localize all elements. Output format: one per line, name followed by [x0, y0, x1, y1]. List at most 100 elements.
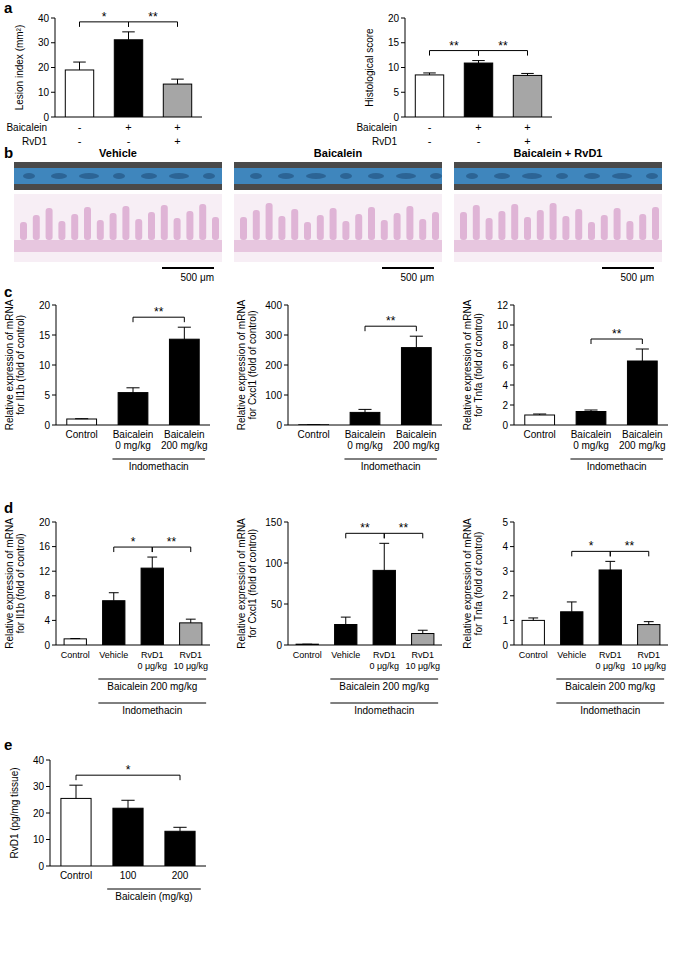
error-bar	[521, 73, 534, 75]
panel-label: e	[4, 736, 12, 753]
y-tick	[51, 67, 55, 68]
histology-villus	[58, 221, 65, 240]
histology-villus	[46, 208, 53, 240]
histology	[234, 194, 442, 262]
y-tick-label: 20	[38, 62, 50, 73]
bar	[335, 625, 357, 646]
histology-villus	[84, 207, 91, 240]
histology-villus	[291, 209, 298, 240]
photo-detail	[169, 173, 189, 179]
group-line	[556, 679, 664, 680]
x-tick-label: Control	[66, 429, 98, 440]
y-tick	[284, 335, 288, 336]
group-line	[330, 679, 438, 680]
x-tick-label: 100	[120, 870, 137, 881]
histology-villus	[588, 222, 595, 240]
y-axis-label: RvD1 (pg/mg tissue)	[9, 767, 20, 858]
x-tick-label: Control	[519, 650, 548, 660]
group-label: Indomethacin	[354, 705, 414, 716]
group-label: Indomethacin	[580, 705, 640, 716]
significance-label: **	[625, 539, 635, 553]
y-axis-label: Relative expression of mRNAfor Cxcl1 (fo…	[236, 299, 258, 430]
bars	[415, 61, 541, 117]
histology-villus	[186, 211, 193, 240]
micrograph-title: Vehicle	[99, 147, 137, 159]
photo-detail	[203, 173, 215, 179]
error-bar	[341, 617, 351, 624]
histology-villus	[368, 207, 375, 240]
y-tick	[510, 345, 514, 346]
y-tick-label: 0	[276, 640, 282, 651]
y-tick	[51, 117, 55, 118]
histology-villus	[498, 211, 505, 240]
histology-villus	[355, 214, 362, 240]
condition-sign: +	[125, 121, 131, 133]
condition-sign: -	[127, 135, 131, 147]
histology	[14, 194, 222, 262]
y-tick-label: 0	[502, 420, 508, 431]
error-bar	[302, 644, 312, 645]
error-bar	[358, 409, 371, 412]
condition-sign: -	[78, 121, 82, 133]
error-bar	[472, 61, 485, 63]
histology-villus	[639, 214, 646, 240]
y-tick	[284, 425, 288, 426]
histology-villus	[394, 213, 401, 240]
bar	[141, 568, 163, 645]
figure: 010203040Lesion index (mm²)Baicalein-++R…	[0, 0, 674, 960]
bar	[65, 70, 93, 117]
x-tick-label: Baicalein0 mg/kg	[571, 429, 612, 451]
error-bar	[567, 602, 577, 612]
y-tick-label: 10	[33, 834, 45, 845]
group-label: Indomethacin	[129, 461, 189, 472]
histology-villus	[626, 221, 633, 240]
condition-label: Baicalein	[6, 122, 47, 133]
y-tick-label: 3	[502, 566, 508, 577]
y-tick-label: 16	[39, 541, 51, 552]
bars	[522, 561, 660, 645]
photo-tissue	[234, 168, 442, 184]
bars	[65, 32, 191, 117]
group-label: Indomethacin	[361, 461, 421, 472]
bar-chart: 024681012Relative expression of mRNAfor …	[462, 299, 668, 472]
panel-label: a	[4, 0, 13, 16]
photo-detail	[340, 173, 352, 179]
y-tick-label: 8	[502, 340, 508, 351]
y-tick	[510, 645, 514, 646]
photo-detail	[430, 173, 442, 179]
histology-villus	[381, 220, 388, 240]
y-tick-label: 10	[39, 360, 51, 371]
group-line	[556, 703, 664, 704]
histology-villus	[460, 212, 467, 240]
condition-sign: +	[524, 135, 530, 147]
y-tick-label: 1	[502, 615, 508, 626]
y-tick-label: 12	[39, 566, 51, 577]
bar	[525, 415, 555, 425]
y-axis-label: Relative expression of mRNAfor Cxcl1 (fo…	[236, 518, 258, 649]
x-tick-label: Baicalein0 mg/kg	[113, 429, 154, 451]
bar	[415, 75, 443, 117]
y-axis-label: Relative expression of mRNA	[4, 518, 15, 649]
error-bar	[636, 349, 649, 361]
bar	[180, 623, 202, 645]
y-tick-label: 100	[265, 558, 282, 569]
y-tick	[510, 522, 514, 523]
bar	[412, 634, 434, 645]
y-axis-label: for Il1b (fold of control)	[15, 533, 26, 633]
condition-sign: -	[428, 135, 432, 147]
y-tick	[510, 425, 514, 426]
histology-villus	[97, 220, 104, 240]
y-tick-label: 0	[393, 112, 399, 123]
y-tick	[284, 563, 288, 564]
error-bar	[605, 561, 615, 570]
y-tick	[284, 645, 288, 646]
y-tick-label: 100	[265, 390, 282, 401]
x-tick-label: Control	[524, 429, 556, 440]
y-axis-label: for Cxcl1 (fold of control)	[247, 311, 258, 420]
x-tick-label: Control	[60, 870, 92, 881]
error-bar	[122, 32, 135, 40]
error-bar	[644, 622, 654, 625]
group-line	[107, 889, 201, 890]
x-tick-label: RvD10 μg/kg	[369, 650, 399, 671]
histology-villus	[148, 212, 155, 240]
